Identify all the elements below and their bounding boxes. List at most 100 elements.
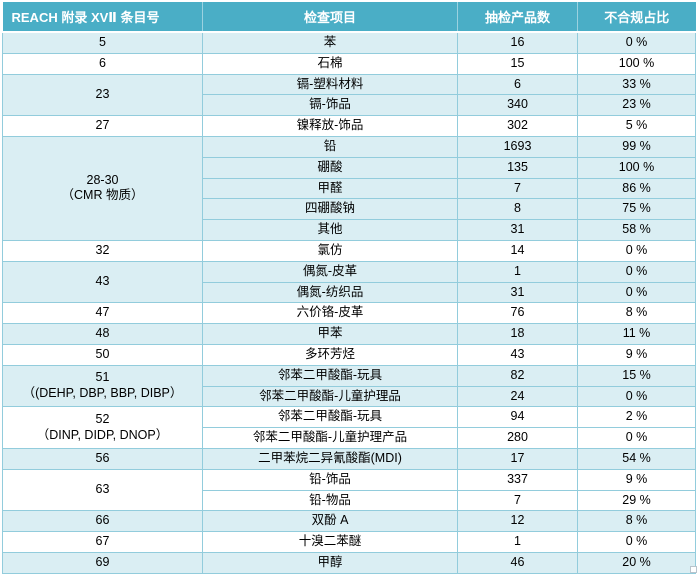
noncompliance-rate-cell: 0 % — [577, 385, 696, 408]
entry-number-line: （(DEHP, DBP, BBP, DIBP） — [22, 386, 183, 401]
entry-number-line: （DINP, DIDP, DNOP） — [36, 427, 169, 442]
sampled-count-cell: 337 — [457, 468, 578, 491]
noncompliance-rate-cell: 5 % — [577, 115, 696, 137]
sampled-count-cell: 18 — [457, 323, 578, 345]
entry-number-cell: 52 （DINP, DIDP, DNOP） — [2, 406, 203, 449]
entry-number-line: 27 — [95, 118, 110, 133]
sampled-count-cell: 31 — [457, 219, 578, 241]
table-row: 28-30 （CMR 物质）铅 1693 99 % — [2, 135, 696, 241]
noncompliance-rate-cell: 8 % — [577, 510, 696, 533]
sampled-count-cell: 94 — [457, 406, 578, 429]
header-entry-number: REACH 附录 XVⅡ 条目号 — [2, 2, 203, 33]
entry-number-cell: 69 — [2, 551, 203, 574]
entry-number-cell: 56 — [2, 447, 203, 470]
entry-number-line: 50 — [95, 347, 110, 362]
entry-number-line: 5 — [99, 35, 106, 50]
inspection-item-cell: 多环芳烃 — [202, 343, 458, 366]
table-row: 47 六价铬-皮革 76 8 % — [2, 302, 696, 325]
noncompliance-rate-cell: 33 % — [577, 73, 696, 96]
table-row: 48 甲苯 18 11 % — [2, 323, 696, 345]
table-resize-handle[interactable] — [690, 566, 697, 573]
table-row: 67 十溴二苯醚 1 0 % — [2, 531, 696, 553]
inspection-item-cell: 石棉 — [202, 52, 458, 75]
entry-number-line: 23 — [95, 87, 110, 102]
noncompliance-rate-cell: 100 % — [577, 52, 696, 75]
entry-number-cell: 43 — [2, 260, 203, 304]
inspection-item-cell: 其他 — [202, 219, 458, 241]
inspection-item-cell: 甲苯 — [202, 323, 458, 345]
noncompliance-rate-cell: 0 % — [577, 427, 696, 449]
entry-number-cell: 5 — [2, 31, 203, 54]
sampled-count-cell: 15 — [457, 52, 578, 75]
sampled-count-cell: 12 — [457, 510, 578, 533]
inspection-item-cell: 六价铬-皮革 — [202, 302, 458, 325]
sampled-count-cell: 31 — [457, 281, 578, 304]
sampled-count-cell: 6 — [457, 73, 578, 96]
table-row: 50 多环芳烃 43 9 % — [2, 343, 696, 366]
header-sampled-count: 抽检产品数 — [457, 2, 578, 33]
noncompliance-rate-cell: 0 % — [577, 281, 696, 304]
inspection-item-cell: 二甲苯烷二异氰酸酯(MDI) — [202, 447, 458, 470]
entry-number-cell: 28-30 （CMR 物质） — [2, 135, 203, 241]
noncompliance-rate-cell: 0 % — [577, 531, 696, 553]
entry-number-cell: 27 — [2, 115, 203, 137]
inspection-item-cell: 镍释放-饰品 — [202, 115, 458, 137]
entry-number-cell: 32 — [2, 239, 203, 262]
table-row: 硼酸 135 100 % — [3, 156, 696, 179]
inspection-item-cell: 硼酸 — [202, 156, 458, 179]
table-row: 56 二甲苯烷二异氰酸酯(MDI) 17 54 % — [2, 447, 696, 470]
noncompliance-rate-cell: 29 % — [577, 489, 696, 512]
noncompliance-rate-cell: 86 % — [577, 177, 696, 200]
entry-number-line: （CMR 物质） — [61, 188, 144, 203]
table-row: 邻苯二甲酸酯-儿童护理产品 280 0 % — [3, 427, 696, 449]
table-row: 27 镍释放-饰品 302 5 % — [2, 115, 696, 137]
sampled-count-cell: 135 — [457, 156, 578, 179]
noncompliance-rate-cell: 23 % — [577, 94, 696, 117]
sampled-count-cell: 16 — [457, 31, 578, 54]
noncompliance-rate-cell: 100 % — [577, 156, 696, 179]
entry-number-cell: 50 — [2, 343, 203, 366]
inspection-item-cell: 双酚 A — [202, 510, 458, 533]
entry-number-line: 32 — [95, 243, 110, 258]
sampled-count-cell: 1693 — [457, 135, 578, 158]
table-row: 51 （(DEHP, DBP, BBP, DIBP） 邻苯二甲酸酯-玩具 82 15 % — [2, 364, 696, 408]
table-row: 铅-物品 7 29 % — [3, 489, 696, 512]
inspection-item-cell: 邻苯二甲酸酯-儿童护理品 — [202, 385, 458, 408]
table-row: 6 石棉 15 100 % — [2, 52, 696, 75]
sampled-count-cell: 46 — [457, 551, 578, 574]
inspection-item-cell: 铅-饰品 — [202, 468, 458, 491]
entry-number-cell: 6 — [2, 52, 203, 75]
table-header: REACH 附录 XVⅡ 条目号 检查项目 抽检产品数 不合规占比 — [2, 2, 696, 33]
inspection-item-cell: 镉-塑料材料 — [202, 73, 458, 96]
inspection-item-cell: 邻苯二甲酸酯-儿童护理产品 — [202, 427, 458, 449]
entry-number-line: 28-30 — [86, 172, 119, 187]
noncompliance-rate-cell: 58 % — [577, 219, 696, 241]
entry-number-line: 47 — [95, 305, 110, 320]
inspection-item-cell: 镉-饰品 — [202, 94, 458, 117]
entry-number-line: 66 — [95, 513, 110, 528]
entry-number-line: 48 — [95, 326, 110, 341]
entry-number-line: 51 — [95, 370, 110, 385]
inspection-item-cell: 铅 — [202, 135, 458, 158]
table-row: 镉-饰品 340 23 % — [3, 94, 696, 117]
sampled-count-cell: 8 — [457, 198, 578, 221]
entry-number-cell: 51 （(DEHP, DBP, BBP, DIBP） — [2, 364, 203, 408]
sampled-count-cell: 82 — [457, 364, 578, 387]
sampled-count-cell: 280 — [457, 427, 578, 449]
sampled-count-cell: 302 — [457, 115, 578, 137]
inspection-item-cell: 邻苯二甲酸酯-玩具 — [202, 406, 458, 429]
noncompliance-rate-cell: 99 % — [577, 135, 696, 158]
entry-number-cell: 47 — [2, 302, 203, 325]
noncompliance-rate-cell: 8 % — [577, 302, 696, 325]
inspection-item-cell: 甲醛 — [202, 177, 458, 200]
entry-number-line: 43 — [95, 274, 110, 289]
entry-number-cell: 67 — [2, 531, 203, 553]
entry-number-line: 56 — [95, 451, 110, 466]
noncompliance-rate-cell: 2 % — [577, 406, 696, 429]
table-row: 43 偶氮-皮革 1 0 % — [2, 260, 696, 304]
table-row: 63 铅-饰品 337 9 % — [2, 468, 696, 512]
noncompliance-rate-cell: 9 % — [577, 468, 696, 491]
entry-number-cell: 48 — [2, 323, 203, 345]
